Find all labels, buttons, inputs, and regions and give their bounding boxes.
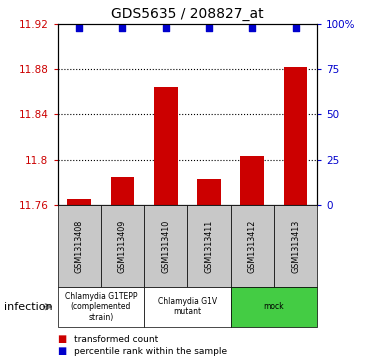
Point [206,25,212,31]
Text: ■: ■ [58,334,67,344]
Bar [240,156,264,205]
Bar [111,177,134,205]
Text: GSM1313410: GSM1313410 [161,219,170,273]
Bar [197,179,221,205]
Text: GSM1313408: GSM1313408 [75,219,83,273]
Title: GDS5635 / 208827_at: GDS5635 / 208827_at [111,7,264,21]
Point [76,25,82,31]
Text: ■: ■ [58,346,67,356]
Text: infection: infection [4,302,52,312]
Text: Chlamydia G1V
mutant: Chlamydia G1V mutant [158,297,217,317]
Text: transformed count: transformed count [74,335,158,344]
Bar [154,87,178,205]
Text: Chlamydia G1TEPP
(complemented
strain): Chlamydia G1TEPP (complemented strain) [65,292,137,322]
Text: GSM1313411: GSM1313411 [204,219,213,273]
Point [249,25,255,31]
Point [293,25,299,31]
Bar [67,199,91,205]
Point [119,25,125,31]
Text: percentile rank within the sample: percentile rank within the sample [74,347,227,356]
Text: mock: mock [264,302,284,311]
Point [163,25,169,31]
Text: GSM1313409: GSM1313409 [118,219,127,273]
Bar [284,67,308,205]
Text: GSM1313413: GSM1313413 [291,219,300,273]
Text: GSM1313412: GSM1313412 [248,219,257,273]
